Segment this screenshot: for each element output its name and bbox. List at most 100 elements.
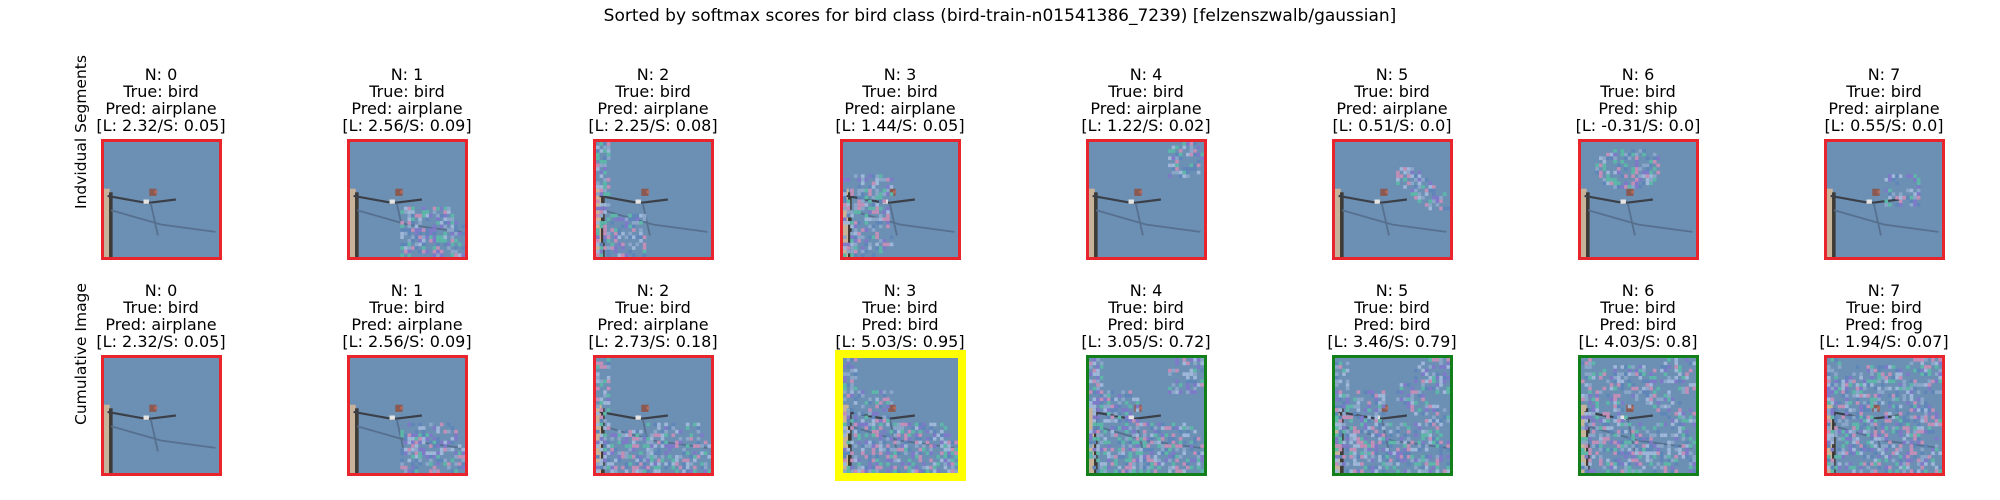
caption-scores: [L: -0.31/S: 0.0] — [1575, 116, 1701, 135]
caption-scores: [L: 4.03/S: 0.8] — [1578, 332, 1698, 351]
caption-pred: Pred: bird — [1599, 315, 1677, 334]
thumbnail-image — [1826, 358, 1942, 473]
thumbnail-image — [1826, 142, 1942, 257]
panel-thumbnail — [834, 350, 966, 481]
caption-truth: True: bird — [1108, 298, 1184, 317]
caption-n: N: 0 — [144, 65, 178, 84]
thumbnail-image — [595, 142, 711, 257]
thumbnail-image — [1580, 142, 1696, 257]
caption-truth: True: bird — [1354, 82, 1430, 101]
panel-thumbnail — [346, 355, 468, 476]
caption-pred: Pred: airplane — [105, 315, 217, 334]
panel-caption: N: 5 True: bird Pred: bird [L: 3.46/S: 0.79… — [1272, 282, 1512, 350]
panel-caption: N: 4 True: bird Pred: bird [L: 3.05/S: 0.72… — [1026, 282, 1266, 350]
caption-truth: True: bird — [615, 82, 691, 101]
thumbnail-image — [1334, 142, 1450, 257]
caption-n: N: 2 — [636, 65, 670, 84]
panel-thumbnail — [1085, 139, 1207, 260]
figure-title: Sorted by softmax scores for bird class … — [603, 6, 1397, 26]
caption-pred: Pred: airplane — [105, 99, 217, 118]
panel-thumbnail — [1331, 355, 1453, 476]
caption-pred: Pred: ship — [1598, 99, 1678, 118]
caption-scores: [L: 5.03/S: 0.95] — [835, 332, 965, 351]
caption-pred: Pred: bird — [1107, 315, 1185, 334]
panel-caption: N: 7 True: bird Pred: frog [L: 1.94/S: 0.07… — [1764, 282, 2000, 350]
panel-thumbnail — [100, 139, 222, 260]
caption-truth: True: bird — [1354, 298, 1430, 317]
caption-scores: [L: 1.22/S: 0.02] — [1081, 116, 1211, 135]
caption-truth: True: bird — [615, 298, 691, 317]
caption-truth: True: bird — [123, 82, 199, 101]
caption-pred: Pred: bird — [1353, 315, 1431, 334]
panel-caption: N: 0 True: bird Pred: airplane [L: 2.32/S: … — [41, 66, 281, 134]
caption-pred: Pred: airplane — [1090, 99, 1202, 118]
panel-thumbnail — [1577, 139, 1699, 260]
caption-truth: True: bird — [1846, 82, 1922, 101]
thumbnail-image — [1580, 358, 1696, 473]
caption-n: N: 4 — [1129, 65, 1163, 84]
panel-caption: N: 6 True: bird Pred: ship [L: -0.31/S: 0.0… — [1518, 66, 1758, 134]
caption-scores: [L: 3.46/S: 0.79] — [1327, 332, 1457, 351]
thumbnail-image — [1088, 358, 1204, 473]
caption-pred: Pred: airplane — [597, 99, 709, 118]
caption-truth: True: bird — [369, 82, 445, 101]
caption-pred: Pred: bird — [861, 315, 939, 334]
panel-caption: N: 7 True: bird Pred: airplane [L: 0.55/S: … — [1764, 66, 2000, 134]
caption-truth: True: bird — [862, 298, 938, 317]
caption-n: N: 1 — [390, 281, 424, 300]
caption-truth: True: bird — [1108, 82, 1184, 101]
caption-scores: [L: 2.32/S: 0.05] — [96, 332, 226, 351]
panel-caption: N: 1 True: bird Pred: airplane [L: 2.56/S: … — [287, 282, 527, 350]
panel-thumbnail — [1085, 355, 1207, 476]
caption-truth: True: bird — [369, 298, 445, 317]
caption-pred: Pred: airplane — [844, 99, 956, 118]
caption-n: N: 5 — [1375, 65, 1409, 84]
caption-n: N: 4 — [1129, 281, 1163, 300]
thumbnail-image — [842, 358, 958, 473]
caption-n: N: 7 — [1867, 281, 1901, 300]
caption-n: N: 7 — [1867, 65, 1901, 84]
panel-thumbnail — [592, 139, 714, 260]
thumbnail-image — [1334, 358, 1450, 473]
panel-thumbnail — [1577, 355, 1699, 476]
panel-thumbnail — [1823, 355, 1945, 476]
thumbnail-image — [103, 358, 219, 473]
caption-truth: True: bird — [123, 298, 199, 317]
caption-pred: Pred: airplane — [1828, 99, 1940, 118]
caption-pred: Pred: airplane — [597, 315, 709, 334]
thumbnail-image — [842, 142, 958, 257]
caption-scores: [L: 2.73/S: 0.18] — [588, 332, 718, 351]
panel-thumbnail — [1823, 139, 1945, 260]
caption-n: N: 6 — [1621, 65, 1655, 84]
caption-scores: [L: 2.32/S: 0.05] — [96, 116, 226, 135]
caption-n: N: 2 — [636, 281, 670, 300]
caption-n: N: 3 — [883, 65, 917, 84]
caption-scores: [L: 1.44/S: 0.05] — [835, 116, 965, 135]
caption-truth: True: bird — [1600, 82, 1676, 101]
caption-truth: True: bird — [1600, 298, 1676, 317]
panel-caption: N: 4 True: bird Pred: airplane [L: 1.22/S: … — [1026, 66, 1266, 134]
caption-scores: [L: 2.56/S: 0.09] — [342, 332, 472, 351]
caption-truth: True: bird — [862, 82, 938, 101]
caption-scores: [L: 2.25/S: 0.08] — [588, 116, 718, 135]
caption-n: N: 6 — [1621, 281, 1655, 300]
panel-caption: N: 0 True: bird Pred: airplane [L: 2.32/S: … — [41, 282, 281, 350]
caption-scores: [L: 2.56/S: 0.09] — [342, 116, 472, 135]
caption-scores: [L: 1.94/S: 0.07] — [1819, 332, 1949, 351]
panel-caption: N: 1 True: bird Pred: airplane [L: 2.56/S: … — [287, 66, 527, 134]
caption-n: N: 5 — [1375, 281, 1409, 300]
panel-caption: N: 2 True: bird Pred: airplane [L: 2.25/S: … — [533, 66, 773, 134]
panel-thumbnail — [1331, 139, 1453, 260]
panel-thumbnail — [592, 355, 714, 476]
thumbnail-image — [1088, 142, 1204, 257]
caption-n: N: 0 — [144, 281, 178, 300]
caption-scores: [L: 3.05/S: 0.72] — [1081, 332, 1211, 351]
panel-caption: N: 3 True: bird Pred: bird [L: 5.03/S: 0.95… — [780, 282, 1020, 350]
caption-n: N: 3 — [883, 281, 917, 300]
panel-thumbnail — [346, 139, 468, 260]
thumbnail-image — [103, 142, 219, 257]
panel-thumbnail — [100, 355, 222, 476]
panel-caption: N: 5 True: bird Pred: airplane [L: 0.51/S: … — [1272, 66, 1512, 134]
panel-caption: N: 6 True: bird Pred: bird [L: 4.03/S: 0.8] — [1518, 282, 1758, 350]
caption-pred: Pred: airplane — [1336, 99, 1448, 118]
